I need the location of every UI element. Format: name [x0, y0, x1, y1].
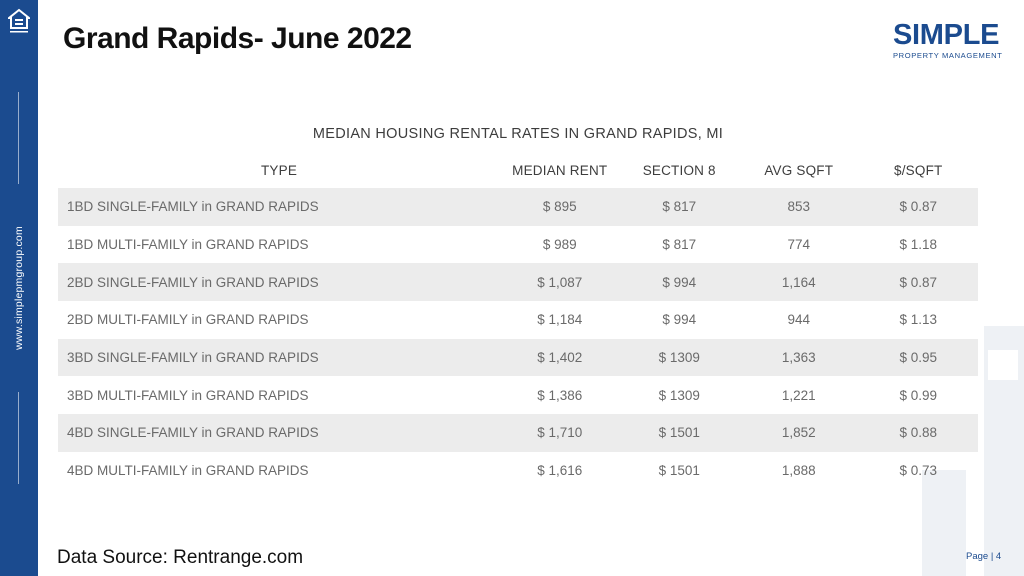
cell-median-rent: $ 895: [500, 188, 620, 226]
page-number: Page | 4: [966, 551, 1002, 562]
sidebar-divider-top: [18, 92, 19, 184]
table-title: MEDIAN HOUSING RENTAL RATES IN GRAND RAP…: [312, 126, 724, 142]
logo-wordmark: SIMPLE: [893, 19, 1000, 51]
logo-tagline: PROPERTY MANAGEMENT: [893, 51, 1003, 60]
website-url[interactable]: www.simplepmgroup.com: [13, 226, 25, 350]
page-title: Grand Rapids- June 2022: [63, 22, 412, 55]
cell-avg-sqft: 1,221: [781, 387, 816, 403]
sidebar: www.simplepmgroup.com: [0, 0, 38, 576]
table-row: 2BD MULTI-FAMILY in GRAND RAPIDS $ 1,184…: [58, 301, 978, 339]
table-row: 3BD SINGLE-FAMILY in GRAND RAPIDS $ 1,40…: [58, 338, 978, 377]
column-header-median-rent: MEDIAN RENT: [512, 162, 608, 178]
cell-median-rent: $ 1,616: [537, 463, 583, 479]
cell-avg-sqft: 853: [739, 188, 859, 226]
table-header-row: TYPE MEDIAN RENT SECTION 8 AVG SQFT $/SQ…: [58, 152, 978, 188]
cell-price-per-sqft: $ 1.13: [899, 312, 938, 328]
cell-avg-sqft: 1,852: [739, 414, 859, 452]
table-row: 4BD MULTI-FAMILY in GRAND RAPIDS $ 1,616…: [58, 452, 978, 490]
cell-median-rent: $ 1,402: [500, 338, 620, 377]
cell-avg-sqft: 1,888: [781, 463, 816, 479]
column-header-type: TYPE: [260, 162, 298, 178]
cell-type: 4BD SINGLE-FAMILY in GRAND RAPIDS: [58, 414, 500, 452]
cell-median-rent: $ 1,184: [537, 312, 583, 328]
cell-section-8: $ 1309: [619, 338, 739, 377]
cell-section-8: $ 994: [619, 263, 739, 302]
cell-section-8: $ 994: [662, 312, 697, 328]
cell-type: 3BD SINGLE-FAMILY in GRAND RAPIDS: [58, 338, 500, 377]
cell-price-per-sqft: $ 0.87: [858, 188, 978, 226]
cell-section-8: $ 817: [662, 237, 697, 253]
table-row: 4BD SINGLE-FAMILY in GRAND RAPIDS $ 1,71…: [58, 414, 978, 452]
equal-housing-opportunity-icon: [8, 8, 30, 33]
data-source: Data Source: Rentrange.com: [57, 547, 304, 568]
cell-avg-sqft: 1,164: [739, 263, 859, 302]
cell-section-8: $ 1309: [658, 387, 700, 403]
column-header-avg-sqft: AVG SQFT: [764, 162, 834, 178]
cell-price-per-sqft: $ 0.88: [858, 414, 978, 452]
cell-price-per-sqft: $ 0.73: [899, 463, 938, 479]
table-row: 2BD SINGLE-FAMILY in GRAND RAPIDS $ 1,08…: [58, 263, 978, 302]
sidebar-divider-bottom: [18, 392, 19, 484]
cell-median-rent: $ 989: [542, 237, 577, 253]
cell-median-rent: $ 1,386: [537, 387, 583, 403]
cell-price-per-sqft: $ 1.18: [899, 237, 938, 253]
cell-type: 1BD SINGLE-FAMILY in GRAND RAPIDS: [58, 188, 500, 226]
decorative-building-shape-low: [922, 470, 966, 576]
cell-type: 2BD SINGLE-FAMILY in GRAND RAPIDS: [58, 263, 500, 302]
cell-price-per-sqft: $ 0.95: [858, 338, 978, 377]
cell-type: 3BD MULTI-FAMILY in GRAND RAPIDS: [67, 387, 309, 403]
table-row: 1BD MULTI-FAMILY in GRAND RAPIDS $ 989 $…: [58, 226, 978, 264]
cell-median-rent: $ 1,710: [500, 414, 620, 452]
table-row: 3BD MULTI-FAMILY in GRAND RAPIDS $ 1,386…: [58, 376, 978, 414]
cell-median-rent: $ 1,087: [500, 263, 620, 302]
rental-rates-table: TYPE MEDIAN RENT SECTION 8 AVG SQFT $/SQ…: [58, 152, 978, 490]
cell-avg-sqft: 944: [787, 312, 811, 328]
cell-section-8: $ 1501: [658, 463, 700, 479]
column-header-section-8: SECTION 8: [642, 162, 716, 178]
cell-type: 4BD MULTI-FAMILY in GRAND RAPIDS: [67, 463, 309, 479]
cell-type: 2BD MULTI-FAMILY in GRAND RAPIDS: [67, 312, 309, 328]
cell-section-8: $ 1501: [619, 414, 739, 452]
decorative-window: [988, 350, 1018, 380]
cell-type: 1BD MULTI-FAMILY in GRAND RAPIDS: [67, 237, 309, 253]
cell-price-per-sqft: $ 0.99: [899, 387, 938, 403]
company-logo: SIMPLE PROPERTY MANAGEMENT: [893, 20, 1007, 60]
cell-section-8: $ 817: [619, 188, 739, 226]
cell-price-per-sqft: $ 0.87: [858, 263, 978, 302]
cell-avg-sqft: 774: [787, 237, 811, 253]
table-row: 1BD SINGLE-FAMILY in GRAND RAPIDS $ 895 …: [58, 188, 978, 226]
cell-avg-sqft: 1,363: [739, 338, 859, 377]
column-header-price-per-sqft: $/SQFT: [894, 162, 943, 178]
